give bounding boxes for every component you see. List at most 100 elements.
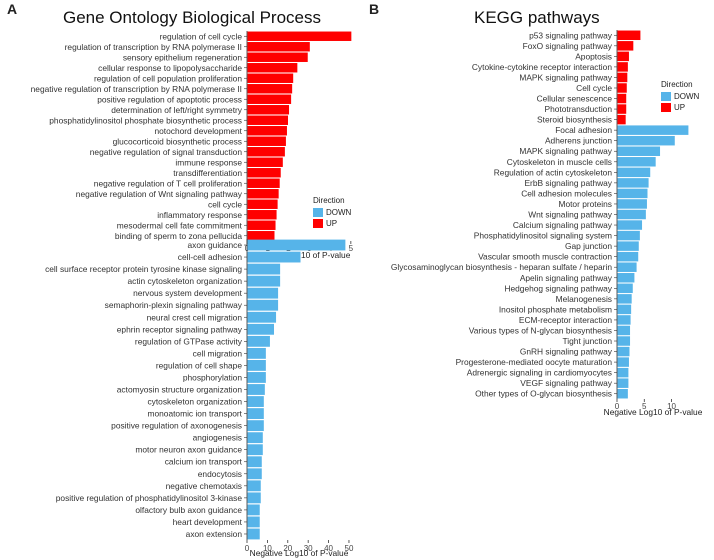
- category-label: phosphorylation: [183, 372, 242, 382]
- category-label: Tight junction: [562, 336, 612, 346]
- category-label: Motor proteins: [558, 199, 612, 209]
- panel-b-letter: B: [369, 1, 380, 17]
- bar: [247, 323, 275, 335]
- x-tick-label: 10: [667, 402, 676, 411]
- legend-title: Direction: [661, 80, 693, 89]
- category-label: Cell cycle: [576, 83, 612, 93]
- bar: [247, 275, 281, 287]
- x-tick-label: 0: [245, 544, 250, 553]
- category-label: negative regulation of Wnt signaling pat…: [76, 189, 243, 199]
- category-label: Phototransduction: [544, 104, 612, 114]
- category-label: Adherens junction: [545, 136, 612, 146]
- legend-kegg: Direction DOWN UP: [661, 80, 699, 113]
- bar: [247, 189, 279, 199]
- bar: [617, 104, 627, 114]
- legend-label-up: UP: [674, 103, 686, 112]
- bar: [617, 125, 689, 135]
- panel-a-letter: A: [7, 1, 18, 17]
- bar: [247, 210, 277, 220]
- bar: [617, 146, 661, 156]
- category-label: endocytosis: [198, 469, 242, 479]
- bar: [247, 251, 301, 263]
- category-label: Steroid biosynthesis: [537, 115, 612, 125]
- bar: [247, 42, 310, 52]
- category-label: cell-cell adhesion: [178, 252, 243, 262]
- category-label: phosphatidylinositol phosphate biosynthe…: [49, 115, 242, 125]
- category-label: olfactory bulb axon guidance: [135, 505, 242, 515]
- bar: [617, 346, 630, 357]
- legend-label-up: UP: [326, 219, 338, 228]
- bar: [617, 62, 628, 72]
- category-label: nervous system development: [133, 288, 243, 298]
- bar: [247, 480, 261, 492]
- category-label: actin cytoskeleton organization: [127, 276, 242, 286]
- legend-swatch-down: [661, 92, 671, 101]
- category-label: Hedgehog signaling pathway: [504, 283, 612, 293]
- bar: [617, 199, 647, 209]
- bar: [617, 304, 632, 315]
- bar: [247, 311, 277, 323]
- x-axis-label: Negative Log10 of P-value: [250, 548, 349, 558]
- category-label: motor neuron axon guidance: [135, 445, 242, 455]
- category-label: FoxO signaling pathway: [523, 41, 613, 51]
- category-label: angiogenesis: [193, 433, 242, 443]
- bar: [617, 135, 675, 146]
- bar: [247, 528, 260, 540]
- category-label: Apoptosis: [575, 51, 612, 61]
- category-label: actomyosin structure organization: [117, 385, 243, 395]
- category-label: MAPK signaling pathway: [519, 146, 612, 156]
- category-label: Glycosaminoglycan biosynthesis - heparan…: [391, 262, 612, 272]
- bar: [617, 262, 637, 272]
- bar: [247, 94, 292, 104]
- bar: [247, 73, 294, 83]
- x-tick-label: 40: [324, 544, 333, 553]
- x-tick-label: 5: [349, 244, 354, 253]
- bar: [247, 168, 281, 178]
- bar: [617, 241, 639, 251]
- bar: [617, 357, 629, 367]
- bar: [247, 136, 286, 146]
- category-label: GnRH signaling pathway: [520, 347, 613, 357]
- category-label: Apelin signaling pathway: [520, 273, 613, 283]
- bar: [247, 299, 279, 311]
- bar: [247, 157, 283, 167]
- category-label: heart development: [173, 517, 243, 527]
- bar: [617, 378, 629, 388]
- category-label: sensory epithelium regeneration: [123, 52, 243, 62]
- category-label: Other types of O-glycan biosynthesis: [475, 389, 612, 399]
- bar: [247, 115, 288, 125]
- category-label: regulation of cell population proliferat…: [94, 73, 242, 83]
- bar: [617, 283, 633, 294]
- legend-title: Direction: [313, 196, 345, 205]
- bar: [247, 239, 346, 251]
- category-label: MAPK signaling pathway: [519, 72, 612, 82]
- category-label: Wnt signaling pathway: [528, 210, 613, 220]
- panel-b-title: KEGG pathways: [474, 8, 600, 27]
- bar: [617, 83, 627, 93]
- bar: [247, 504, 260, 516]
- legend-swatch-up: [661, 103, 671, 112]
- category-label: inflammatory response: [157, 210, 242, 220]
- category-label: immune response: [175, 157, 242, 167]
- category-label: negative regulation of T cell proliferat…: [94, 178, 243, 188]
- x-tick-label: 5: [642, 402, 647, 411]
- x-tick-label: 50: [345, 544, 354, 553]
- bar: [247, 52, 308, 62]
- bar: [617, 336, 631, 346]
- x-axis-label: Negative Log10 of P-value: [604, 407, 703, 417]
- category-label: ephrin receptor signaling pathway: [117, 324, 243, 334]
- category-label: transdifferentiation: [173, 168, 242, 178]
- bar: [247, 456, 262, 468]
- x-tick-label: 30: [304, 544, 313, 553]
- bar: [617, 72, 628, 83]
- category-label: determination of left/right symmetry: [111, 105, 243, 115]
- category-label: negative regulation of signal transducti…: [90, 147, 243, 157]
- category-label: Melanogenesis: [556, 294, 612, 304]
- bar: [617, 230, 640, 241]
- category-label: Vascular smooth muscle contraction: [478, 252, 612, 262]
- category-label: regulation of GTPase activity: [135, 336, 243, 346]
- x-tick-label: 20: [283, 544, 292, 553]
- bar: [617, 315, 631, 325]
- category-label: Cytokine-cytokine receptor interaction: [472, 62, 612, 72]
- bar: [617, 178, 649, 188]
